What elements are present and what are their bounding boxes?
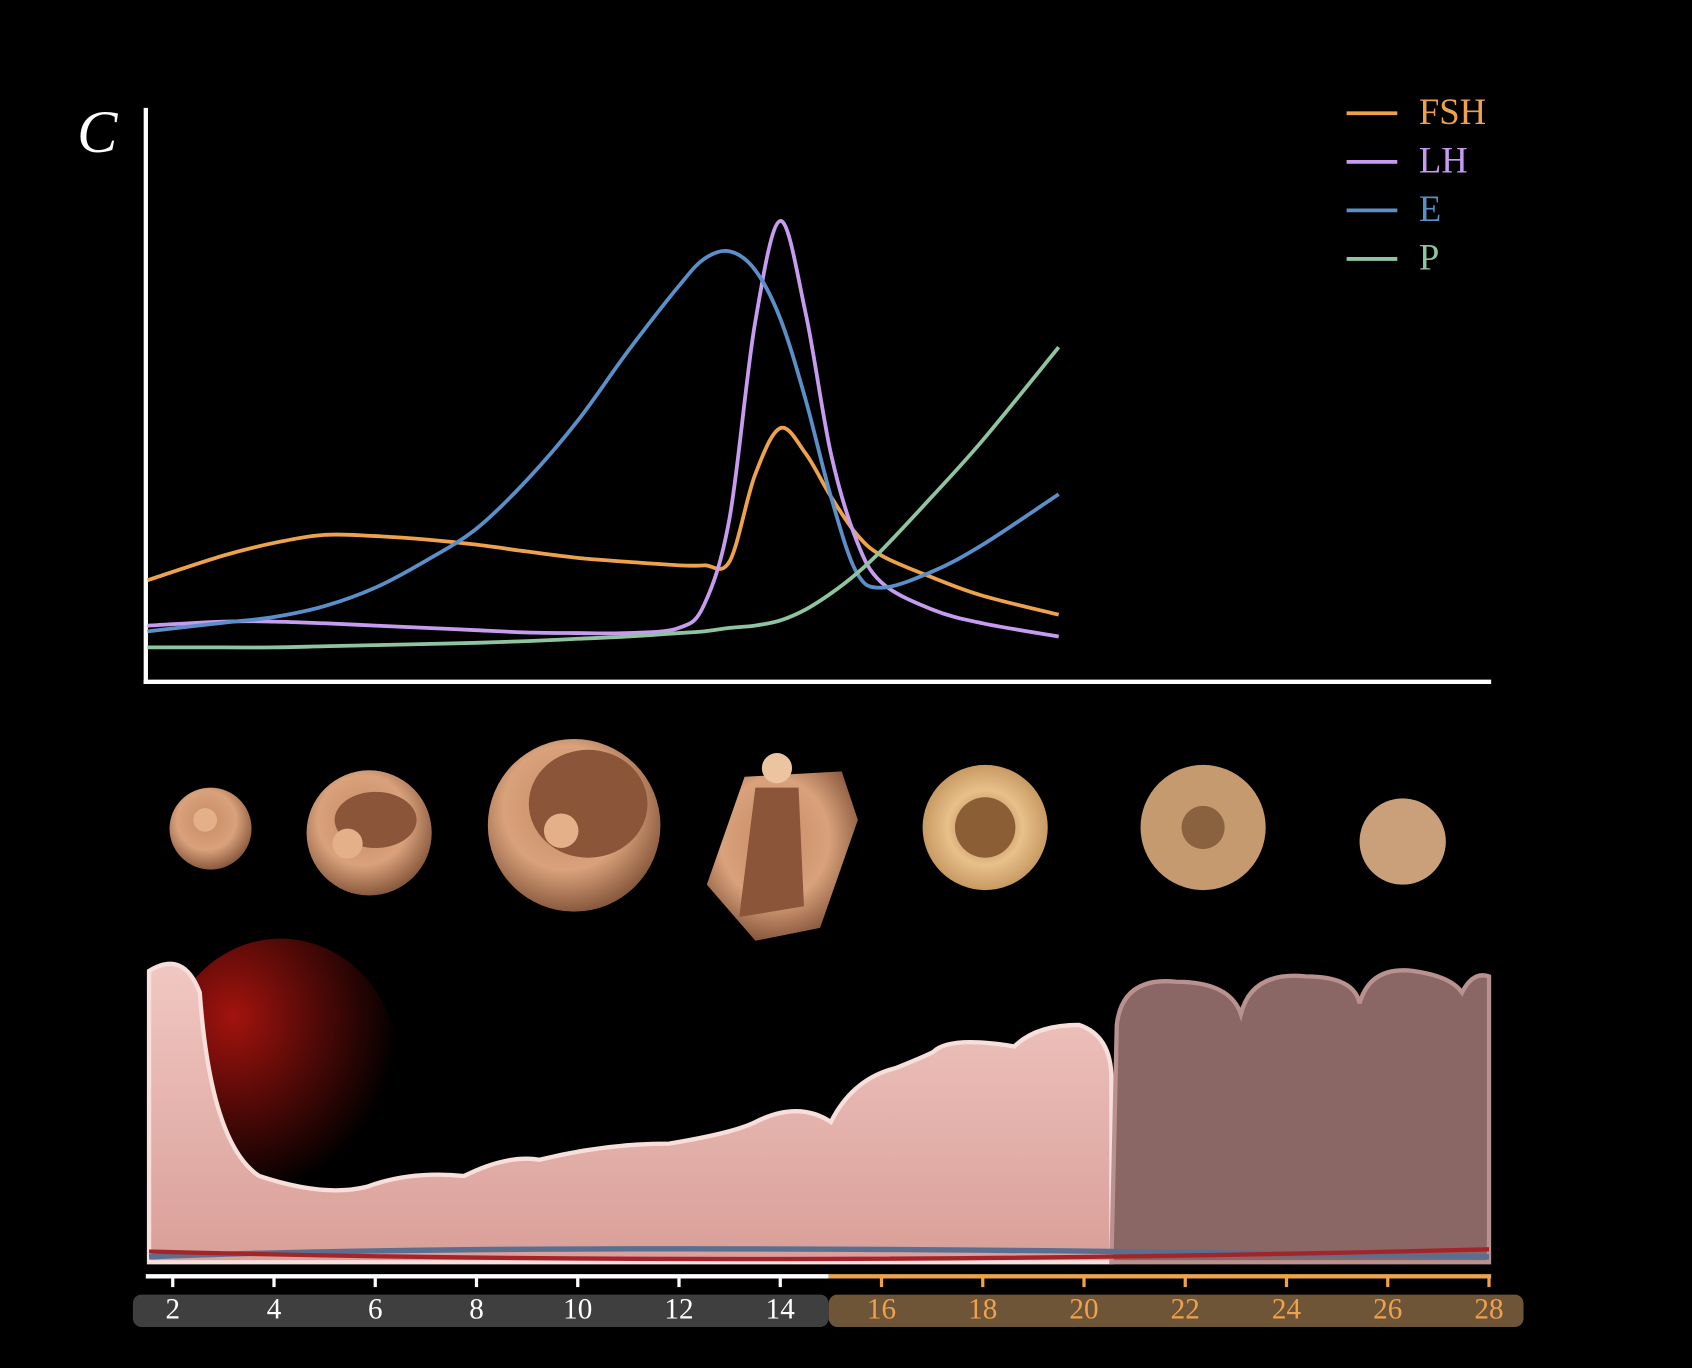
y-axis-label: C bbox=[77, 99, 118, 166]
legend-label: FSH bbox=[1419, 91, 1486, 132]
endometrium-secretory bbox=[1109, 968, 1492, 1265]
corpus-luteum-core bbox=[954, 797, 1016, 858]
x-tick-label: 12 bbox=[664, 1294, 693, 1326]
legend-label: E bbox=[1419, 188, 1441, 229]
series-line bbox=[146, 425, 1060, 617]
x-tick-label: 8 bbox=[469, 1294, 484, 1326]
illustrations bbox=[132, 107, 1524, 1328]
timeline-band-highlight bbox=[828, 1294, 1524, 1328]
corpus-albicans-core bbox=[1181, 805, 1225, 850]
series-line bbox=[147, 249, 1060, 634]
oocyte bbox=[332, 828, 363, 859]
vessel bbox=[148, 1247, 1490, 1262]
endometrium bbox=[146, 961, 1114, 1265]
x-tick-label: 24 bbox=[1272, 1294, 1302, 1326]
x-tick-label: 16 bbox=[867, 1294, 896, 1326]
timeline-band bbox=[132, 1294, 829, 1328]
corpus-albicans bbox=[1359, 798, 1446, 885]
x-tick-label: 22 bbox=[1171, 1294, 1200, 1326]
x-tick-label: 20 bbox=[1069, 1294, 1098, 1326]
x-tick-label: 26 bbox=[1373, 1294, 1402, 1326]
x-tick-label: 10 bbox=[563, 1294, 592, 1326]
x-tick-label: 4 bbox=[267, 1294, 282, 1326]
legend-label: LH bbox=[1419, 139, 1468, 180]
x-tick-label: 18 bbox=[968, 1294, 997, 1326]
oocyte bbox=[193, 808, 218, 832]
oocyte bbox=[761, 753, 793, 784]
x-tick-label: 14 bbox=[766, 1294, 796, 1326]
series-line bbox=[147, 346, 1061, 650]
series-line bbox=[147, 219, 1060, 639]
legend-label: P bbox=[1419, 237, 1439, 278]
antrum bbox=[739, 787, 804, 918]
x-tick-label: 28 bbox=[1474, 1294, 1503, 1326]
x-tick-label: 6 bbox=[368, 1294, 383, 1326]
x-tick-label: 2 bbox=[165, 1294, 180, 1326]
oocyte bbox=[543, 813, 579, 848]
antrum bbox=[528, 749, 648, 858]
